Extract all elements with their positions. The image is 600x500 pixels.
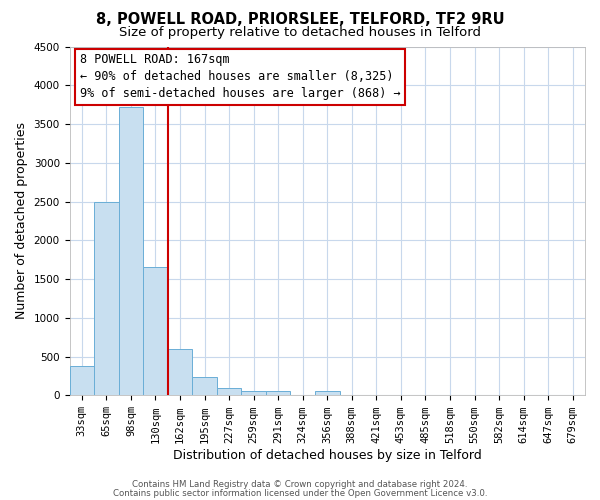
Text: 8 POWELL ROAD: 167sqm
← 90% of detached houses are smaller (8,325)
9% of semi-de: 8 POWELL ROAD: 167sqm ← 90% of detached … bbox=[80, 54, 400, 100]
Text: 8, POWELL ROAD, PRIORSLEE, TELFORD, TF2 9RU: 8, POWELL ROAD, PRIORSLEE, TELFORD, TF2 … bbox=[95, 12, 505, 28]
Bar bbox=[192, 376, 217, 396]
Text: Contains public sector information licensed under the Open Government Licence v3: Contains public sector information licen… bbox=[113, 488, 487, 498]
X-axis label: Distribution of detached houses by size in Telford: Distribution of detached houses by size … bbox=[173, 450, 482, 462]
Bar bbox=[119, 106, 143, 396]
Bar bbox=[143, 268, 168, 396]
Bar bbox=[217, 388, 241, 396]
Bar bbox=[70, 366, 94, 396]
Bar bbox=[241, 391, 266, 396]
Bar bbox=[94, 202, 119, 396]
Bar bbox=[266, 391, 290, 396]
Y-axis label: Number of detached properties: Number of detached properties bbox=[15, 122, 28, 320]
Text: Size of property relative to detached houses in Telford: Size of property relative to detached ho… bbox=[119, 26, 481, 39]
Bar bbox=[315, 391, 340, 396]
Text: Contains HM Land Registry data © Crown copyright and database right 2024.: Contains HM Land Registry data © Crown c… bbox=[132, 480, 468, 489]
Bar bbox=[168, 349, 192, 396]
